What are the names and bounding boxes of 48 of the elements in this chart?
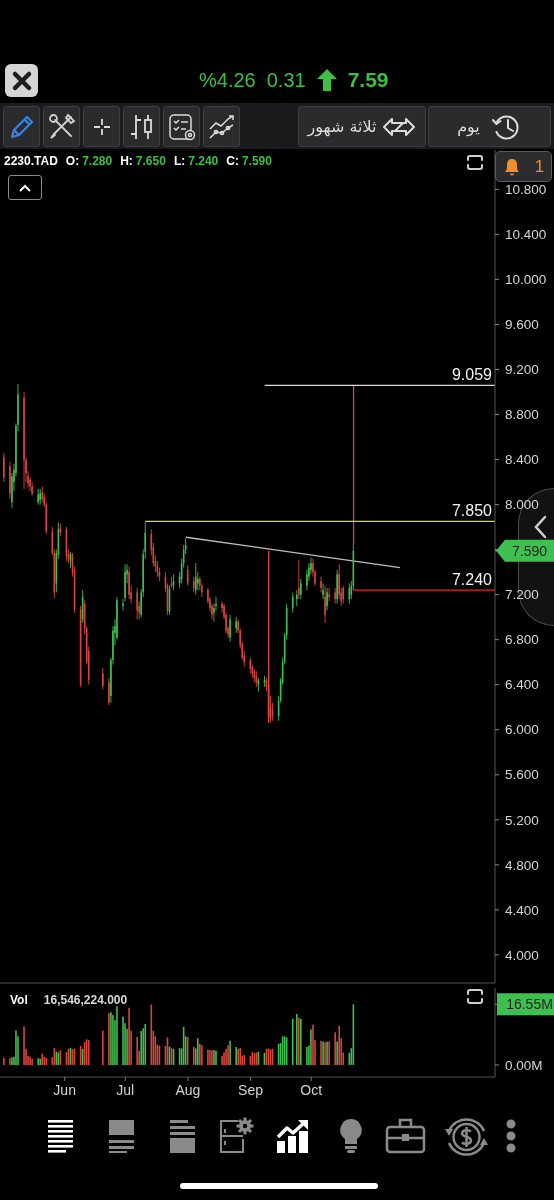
- y-tick-label: 7.590: [511, 542, 548, 559]
- y-tick-label: 6.800: [505, 632, 539, 648]
- data-label: 7.240: [451, 571, 493, 589]
- y-tick-label: 8.800: [505, 407, 539, 423]
- bell-button: 1: [495, 151, 552, 182]
- x-tick-label: Jun: [53, 1081, 76, 1098]
- candlestick: [136, 587, 138, 620]
- y-tick-label: 4.400: [505, 902, 539, 918]
- x-tick-label: Sep: [238, 1081, 264, 1098]
- y-tick-label: 8.400: [505, 452, 539, 468]
- y-tick-label: 4.800: [505, 857, 539, 873]
- annotation: H: 7.650: [120, 154, 166, 168]
- annotation: L: 7.240: [173, 154, 219, 168]
- data-label: 9.059: [451, 366, 493, 384]
- chart-title: Vol: [10, 993, 28, 1007]
- y-tick-label: 5.200: [505, 812, 539, 828]
- candlestick: [3, 452, 5, 483]
- text: %4.26: [199, 68, 256, 92]
- y-tick-label: 9.200: [505, 362, 539, 378]
- period-button: ثلاثة شهور: [298, 106, 426, 147]
- y-tick-label: 6.400: [505, 677, 539, 693]
- y-tick-label: 0.00M: [505, 1057, 543, 1073]
- y-tick-label: 7.200: [505, 587, 539, 603]
- y-tick-label: 6.000: [505, 722, 539, 738]
- y-tick-label: 16.55M: [506, 996, 553, 1013]
- y-tick-label: 10.400: [505, 227, 547, 243]
- chart-title: 2230.TAD: [4, 154, 58, 168]
- y-tick-label: 4.000: [505, 947, 539, 963]
- interval-button: يوم: [428, 106, 551, 147]
- data-label: 7.850: [451, 502, 493, 520]
- annotation: C: 7.590: [226, 154, 272, 168]
- y-tick-label: 5.600: [505, 767, 539, 783]
- annotation: 16,546,224.000: [43, 993, 128, 1007]
- x-tick-label: Jul: [116, 1081, 135, 1098]
- candlestick: [116, 596, 118, 641]
- y-tick-label: 10.800: [505, 182, 547, 198]
- text: 0.31: [266, 68, 306, 92]
- x-tick-label: Aug: [175, 1081, 201, 1098]
- candlestick: [23, 391, 25, 490]
- text: 7.59: [347, 68, 389, 92]
- annotation: O: 7.280: [65, 154, 113, 168]
- y-tick-label: 9.600: [505, 317, 539, 333]
- candlestick: [334, 587, 336, 605]
- y-tick-label: 8.000: [505, 497, 539, 513]
- x-tick-label: Oct: [300, 1081, 323, 1098]
- y-tick-label: 10.000: [505, 272, 547, 288]
- candlestick: [102, 667, 104, 690]
- candlestick: [291, 591, 294, 614]
